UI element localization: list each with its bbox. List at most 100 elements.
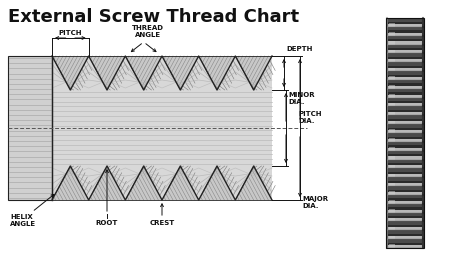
Polygon shape <box>125 56 162 90</box>
Polygon shape <box>52 56 89 90</box>
Bar <box>386 71 424 80</box>
Bar <box>388 181 422 183</box>
Bar <box>386 53 424 62</box>
Bar <box>388 22 422 24</box>
Bar <box>389 227 395 230</box>
Bar <box>388 24 422 27</box>
Polygon shape <box>125 166 162 200</box>
Bar <box>389 156 395 160</box>
Bar <box>386 80 424 89</box>
Text: MAJOR
DIA.: MAJOR DIA. <box>302 196 328 209</box>
Bar <box>388 139 422 142</box>
Bar <box>388 92 422 94</box>
Bar <box>388 48 422 50</box>
Bar <box>386 62 424 71</box>
Bar <box>388 190 422 192</box>
Bar <box>388 66 422 68</box>
Bar <box>386 106 424 115</box>
Bar <box>386 89 424 98</box>
Bar <box>388 216 422 218</box>
Polygon shape <box>235 56 272 90</box>
Bar <box>388 119 422 121</box>
Bar <box>388 146 422 148</box>
Bar <box>389 191 395 195</box>
Bar <box>388 172 422 174</box>
Bar <box>388 183 422 186</box>
Bar <box>389 41 395 44</box>
Bar <box>388 94 422 98</box>
Polygon shape <box>52 166 89 200</box>
Bar <box>388 227 422 230</box>
Bar <box>389 50 395 53</box>
Bar <box>386 177 424 186</box>
Bar <box>388 218 422 222</box>
Bar <box>386 142 424 151</box>
Bar <box>388 30 422 33</box>
Bar <box>388 75 422 77</box>
Bar <box>389 112 395 115</box>
Text: THREAD
ANGLE: THREAD ANGLE <box>132 25 164 38</box>
Bar <box>388 59 422 62</box>
Bar <box>388 68 422 71</box>
Text: DEPTH: DEPTH <box>286 46 312 52</box>
Bar <box>388 148 422 151</box>
Bar <box>386 160 424 168</box>
Bar <box>388 39 422 41</box>
Bar <box>386 124 424 133</box>
Text: CREST: CREST <box>149 220 174 226</box>
Bar <box>388 121 422 124</box>
Bar <box>389 174 395 177</box>
Bar <box>388 154 422 156</box>
Polygon shape <box>89 166 125 200</box>
Bar <box>389 32 395 36</box>
Bar <box>386 36 424 44</box>
Text: External Screw Thread Chart: External Screw Thread Chart <box>8 8 299 26</box>
Bar <box>386 27 424 36</box>
Bar <box>389 244 395 248</box>
Bar <box>389 182 395 186</box>
Polygon shape <box>199 166 235 200</box>
Bar <box>389 130 395 133</box>
Text: ROOT: ROOT <box>96 220 118 226</box>
Bar <box>389 165 395 168</box>
Bar <box>388 101 422 103</box>
Polygon shape <box>162 56 199 90</box>
Bar <box>388 110 422 112</box>
Bar <box>389 209 395 213</box>
Bar <box>388 112 422 115</box>
Bar <box>388 165 422 168</box>
Bar <box>388 236 422 239</box>
Bar <box>388 198 422 201</box>
Bar <box>389 138 395 142</box>
Text: PITCH
DIA.: PITCH DIA. <box>298 111 321 124</box>
Bar <box>388 163 422 165</box>
Polygon shape <box>162 166 199 200</box>
Bar <box>386 213 424 222</box>
Bar <box>388 136 422 139</box>
Bar <box>386 133 424 142</box>
Bar <box>389 94 395 98</box>
Bar <box>386 230 424 239</box>
Bar <box>388 234 422 236</box>
Bar <box>52 56 272 200</box>
Bar <box>389 85 395 89</box>
Bar <box>389 147 395 151</box>
Bar <box>386 168 424 177</box>
Bar <box>388 245 422 248</box>
Bar <box>388 156 422 160</box>
Polygon shape <box>199 56 235 90</box>
Bar <box>389 236 395 239</box>
Bar <box>389 23 395 27</box>
Bar <box>389 218 395 222</box>
Bar <box>389 59 395 62</box>
Bar <box>388 207 422 210</box>
Bar <box>388 225 422 227</box>
Bar <box>389 103 395 106</box>
Bar <box>386 98 424 106</box>
Bar <box>388 174 422 177</box>
Bar <box>388 130 422 133</box>
Polygon shape <box>89 56 125 90</box>
Bar <box>388 201 422 204</box>
Bar <box>388 57 422 59</box>
Bar <box>389 68 395 71</box>
